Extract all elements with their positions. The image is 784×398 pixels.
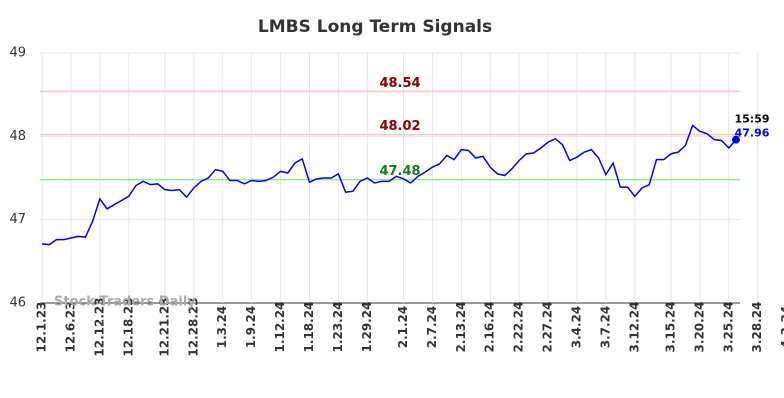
x-tick-label: 3.4.24 xyxy=(569,306,583,349)
x-tick-label: 2.27.24 xyxy=(541,302,555,353)
x-tick-label: 2.1.24 xyxy=(396,306,410,349)
x-tick-label: 1.29.24 xyxy=(360,302,374,353)
y-tick-label: 47 xyxy=(9,212,26,227)
last-point xyxy=(732,135,740,144)
watermark: Stock Traders Daily xyxy=(54,295,196,310)
x-tick-label: 12.6.23 xyxy=(63,302,77,353)
reference-label: 47.48 xyxy=(379,164,420,179)
last-value: 47.96 xyxy=(735,127,770,140)
y-tick-label: 48 xyxy=(9,129,26,144)
x-tick-label: 3.28.24 xyxy=(750,302,764,353)
x-tick-label: 12.21.23 xyxy=(157,297,171,356)
x-tick-label: 2.16.24 xyxy=(483,302,497,353)
x-tick-label: 12.1.23 xyxy=(35,302,49,353)
x-tick-label: 4.3.24 xyxy=(779,306,784,349)
x-tick-label: 2.13.24 xyxy=(454,302,468,353)
x-tick-label: 1.9.24 xyxy=(244,306,258,349)
x-tick-label: 3.25.24 xyxy=(721,302,735,353)
reference-label: 48.54 xyxy=(379,76,420,91)
chart-title: LMBS Long Term Signals xyxy=(258,17,492,37)
y-tick-label: 46 xyxy=(9,296,26,311)
last-time: 15:59 xyxy=(734,113,769,126)
x-tick-label: 3.20.24 xyxy=(692,302,706,353)
reference-label: 48.02 xyxy=(379,119,420,134)
x-tick-label: 12.28.23 xyxy=(186,297,200,356)
x-tick-label: 3.15.24 xyxy=(663,302,677,353)
x-tick-label: 3.12.24 xyxy=(627,302,641,353)
x-tick-label: 12.12.23 xyxy=(92,297,106,356)
x-tick-label: 1.18.24 xyxy=(302,302,316,353)
x-tick-label: 1.3.24 xyxy=(215,306,229,349)
x-tick-label: 2.7.24 xyxy=(425,306,439,349)
x-tick-label: 1.23.24 xyxy=(331,302,345,353)
x-tick-label: 12.18.23 xyxy=(121,297,135,356)
y-tick-label: 49 xyxy=(9,46,26,61)
x-tick-label: 3.7.24 xyxy=(598,306,612,349)
price-line xyxy=(41,124,737,246)
x-tick-label: 2.22.24 xyxy=(512,302,526,353)
x-tick-label: 1.12.24 xyxy=(273,302,287,353)
